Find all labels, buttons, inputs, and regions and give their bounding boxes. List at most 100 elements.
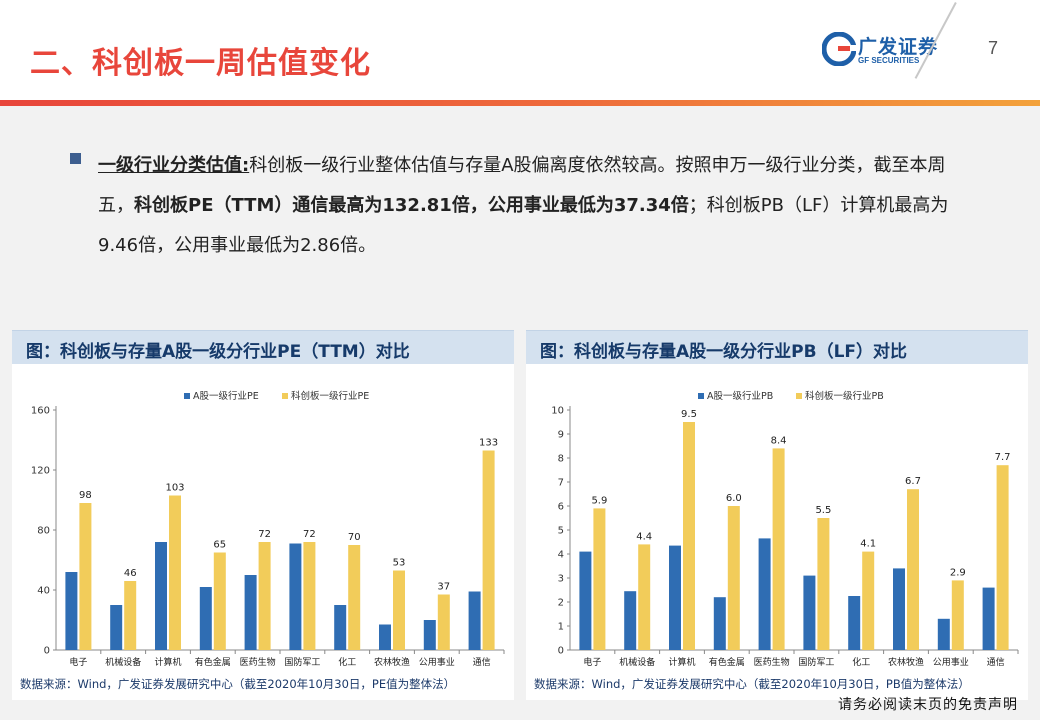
data-label: 72	[258, 529, 271, 540]
bar-pe-a-share	[379, 624, 391, 650]
bar-pb-star-market	[638, 544, 651, 650]
pb-bar-chart: A股一级行业PB 科创板一级行业PB 0 1 2 3 4 5 6 7 8 9 10 5.9 电子 4.4 机械设…	[551, 390, 1019, 668]
bar-pb-a-share	[803, 575, 816, 650]
x-tick-label: 公用事业	[419, 656, 455, 668]
y-tick-label: 0	[44, 646, 50, 657]
bullet-text-part2: ；科创板PB（LF）计算机最高为9.46倍，公用事业最低为2.86倍。	[98, 195, 949, 256]
bar-pe-star-market	[303, 542, 316, 650]
bar-pe-star-market	[482, 450, 495, 650]
bar-pb-star-market	[951, 580, 964, 650]
bar-pe-a-share	[468, 591, 481, 650]
slide-header: 二、科创板一周估值变化 广发证券 GF SECURITIES 7	[0, 0, 1040, 100]
y-tick-label: 40	[37, 586, 50, 597]
pe-chart-title-bar: 图：科创板与存量A股一级分行业PE（TTM）对比	[12, 330, 514, 364]
bar-pe-star-market	[213, 552, 226, 650]
bullet-text: 一级行业分类估值:科创板一级行业整体估值与存量A股偏离度依然较高。按照申万一级行…	[98, 146, 970, 266]
data-label: 9.5	[681, 409, 697, 420]
bar-pb-a-share	[937, 618, 950, 650]
x-tick-label: 国防军工	[284, 656, 320, 668]
data-label: 4.4	[636, 531, 652, 542]
bar-pe-star-market	[258, 542, 271, 650]
data-label: 7.7	[995, 452, 1011, 463]
x-tick-label: 机械设备	[105, 656, 141, 668]
y-tick-label: 0	[558, 646, 564, 657]
data-label: 70	[348, 532, 361, 543]
bar-pe-star-market	[169, 495, 181, 650]
y-tick-label: 5	[558, 526, 564, 537]
gf-securities-logo: 广发证券 GF SECURITIES	[822, 28, 942, 72]
data-label: 6.0	[726, 493, 742, 504]
x-tick-label: 有色金属	[709, 656, 745, 668]
bar-pb-star-market	[907, 489, 919, 650]
chart-legend: A股一级行业PE 科创板一级行业PE	[184, 390, 369, 402]
data-label: 53	[393, 558, 406, 569]
bar-pe-a-share	[334, 605, 347, 650]
logo-text-en: GF SECURITIES	[858, 56, 920, 65]
x-tick-label: 化工	[338, 656, 356, 668]
header-accent-bar	[0, 100, 1040, 106]
y-tick-label: 10	[551, 406, 564, 417]
bar-pb-a-share	[713, 597, 726, 650]
page-title: 二、科创板一周估值变化	[30, 46, 371, 81]
bar-pe-star-market	[79, 503, 92, 650]
pb-chart-source: 数据来源：Wind，广发证券发展研究中心（截至2020年10月30日，PB值为整…	[534, 677, 970, 691]
y-tick-label: 80	[37, 526, 50, 537]
bar-pe-a-share	[244, 575, 257, 650]
pe-chart-title: 图：科创板与存量A股一级分行业PE（TTM）对比	[26, 342, 410, 362]
x-tick-label: 农林牧渔	[888, 656, 924, 668]
x-tick-label: 国防军工	[798, 656, 834, 668]
slide-content: 一级行业分类估值:科创板一级行业整体估值与存量A股偏离度依然较高。按照申万一级行…	[0, 106, 1040, 720]
x-tick-label: 化工	[852, 656, 870, 668]
bar-pe-star-market	[393, 570, 405, 650]
bullet-heading: 一级行业分类估值:	[98, 155, 250, 176]
y-tick-label: 7	[558, 478, 564, 489]
pb-chart-title: 图：科创板与存量A股一级分行业PB（LF）对比	[540, 342, 908, 362]
bar-pb-star-market	[817, 518, 830, 650]
bullet-marker	[70, 153, 81, 164]
data-label: 46	[124, 568, 137, 579]
pe-bar-chart: A股一级行业PE 科创板一级行业PE 0 40 80 120 160 98 电子 46 机械设备 10…	[31, 390, 505, 668]
pb-chart-area: A股一级行业PB 科创板一级行业PB 0 1 2 3 4 5 6 7 8 9 10 5.9 电子 4.4 机械设…	[526, 364, 1028, 700]
data-label: 98	[79, 490, 92, 501]
chart-legend: A股一级行业PB 科创板一级行业PB	[698, 390, 884, 402]
bar-pb-star-market	[996, 465, 1009, 650]
y-tick-label: 1	[558, 622, 564, 633]
x-tick-label: 机械设备	[619, 656, 655, 668]
data-label: 4.1	[860, 539, 876, 550]
data-label: 65	[213, 540, 226, 551]
legend-label: 科创板一级行业PB	[805, 390, 884, 402]
bar-pe-a-share	[423, 620, 436, 650]
x-tick-label: 有色金属	[195, 656, 231, 668]
bullet-text-part1: 科创板一级行业整体估值与存量A股偏离度依然较高。按照申万一级行业分类，截至本周五…	[98, 155, 946, 216]
bar-pb-a-share	[624, 591, 637, 650]
data-label: 133	[479, 438, 498, 449]
pb-chart-title-bar: 图：科创板与存量A股一级分行业PB（LF）对比	[526, 330, 1028, 364]
bar-pb-star-market	[727, 506, 740, 650]
data-label: 103	[165, 483, 184, 494]
bar-pb-star-market	[772, 448, 785, 650]
legend-label: 科创板一级行业PE	[291, 390, 369, 402]
bar-pe-a-share	[110, 605, 123, 650]
bullet-point: 一级行业分类估值:科创板一级行业整体估值与存量A股偏离度依然较高。按照申万一级行…	[70, 146, 970, 266]
x-tick-label: 计算机	[668, 656, 695, 668]
legend-label: A股一级行业PE	[193, 390, 259, 402]
data-label: 2.9	[950, 567, 966, 578]
data-label: 37	[437, 582, 450, 593]
bar-pb-a-share	[669, 545, 681, 650]
bar-pe-a-share	[65, 572, 78, 650]
pe-chart-source: 数据来源：Wind，广发证券发展研究中心（截至2020年10月30日，PE值为整…	[20, 677, 456, 691]
bar-pe-star-market	[437, 594, 450, 650]
bar-pb-star-market	[862, 551, 875, 650]
bar-pb-star-market	[593, 508, 606, 650]
disclaimer: 请务必阅读末页的免责声明	[838, 697, 1018, 713]
data-label: 8.4	[771, 435, 787, 446]
bullet-bold-text: 科创板PE（TTM）通信最高为132.81倍，公用事业最低为37.34倍	[134, 195, 689, 216]
gf-logo-icon	[822, 32, 856, 66]
page-number: 7	[988, 38, 999, 58]
data-label: 6.7	[905, 476, 921, 487]
y-tick-label: 160	[31, 406, 50, 417]
y-tick-label: 4	[558, 550, 564, 561]
legend-swatch	[698, 393, 704, 399]
x-tick-label: 通信	[473, 656, 491, 668]
legend-swatch	[796, 393, 802, 399]
